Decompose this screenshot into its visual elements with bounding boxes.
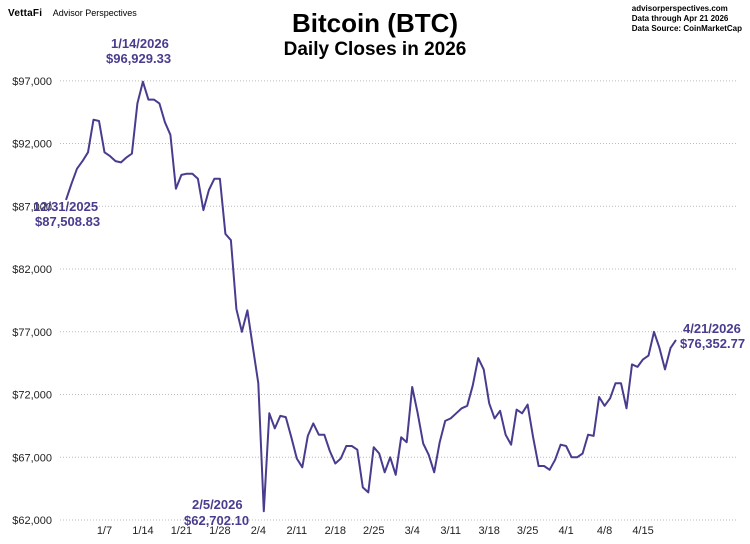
brand-subtitle: Advisor Perspectives xyxy=(52,8,137,18)
source-block: advisorperspectives.com Data through Apr… xyxy=(632,4,742,34)
start-date-label: 12/31/2025 xyxy=(33,199,98,214)
y-tick-label: $72,000 xyxy=(12,390,52,402)
x-tick-label: 3/4 xyxy=(405,525,420,537)
x-tick-label: 2/18 xyxy=(325,525,346,537)
y-tick-label: $97,000 xyxy=(12,76,52,88)
high-date-label: 1/14/2026 xyxy=(111,36,169,51)
high-value-label: $96,929.33 xyxy=(106,51,171,66)
low-value-label: $62,702.10 xyxy=(184,513,249,528)
y-tick-label: $62,000 xyxy=(12,515,52,527)
y-tick-label: $92,000 xyxy=(12,139,52,151)
y-axis: $62,000 $67,000 $72,000 $77,000 $82,000 $87,0… xyxy=(12,76,52,527)
chart-title: Bitcoin (BTC) xyxy=(291,8,459,38)
low-date-label: 2/5/2026 xyxy=(192,497,243,512)
x-tick-label: 4/1 xyxy=(558,525,573,537)
y-tick-label: $67,000 xyxy=(12,452,52,464)
y-tick-label: $82,000 xyxy=(12,264,52,276)
x-tick-label: 1/21 xyxy=(171,525,192,537)
btc-price-line xyxy=(65,80,677,513)
grid-lines xyxy=(60,80,738,521)
end-date-label: 4/21/2026 xyxy=(683,321,741,336)
source-data: Data Source: CoinMarketCap xyxy=(631,24,742,33)
x-tick-label: 3/11 xyxy=(440,525,461,537)
x-tick-label: 2/25 xyxy=(363,525,384,537)
x-tick-label: 1/7 xyxy=(97,525,112,537)
x-tick-label: 1/14 xyxy=(132,525,153,537)
brand-logo: VettaFi xyxy=(8,8,43,19)
x-tick-label: 3/18 xyxy=(478,525,499,537)
x-tick-label: 2/4 xyxy=(251,525,266,537)
x-tick-label: 4/8 xyxy=(597,525,612,537)
x-tick-label: 3/25 xyxy=(517,525,538,537)
x-tick-label: 1/28 xyxy=(209,525,230,537)
start-value-label: $87,508.83 xyxy=(35,214,100,229)
source-site: advisorperspectives.com xyxy=(631,4,728,13)
x-tick-label: 2/11 xyxy=(287,525,308,537)
y-tick-label: $77,000 xyxy=(12,327,52,339)
source-through: Data through Apr 21 2026 xyxy=(631,14,729,23)
y-tick-label: $87,000 xyxy=(12,201,52,213)
x-tick-label: 4/15 xyxy=(632,525,653,537)
end-value-label: $76,352.77 xyxy=(680,336,745,351)
brand: VettaFi Advisor Perspectives xyxy=(8,8,137,19)
chart-subtitle: Daily Closes in 2026 xyxy=(283,39,467,60)
x-axis: 1/7 1/14 1/21 1/28 2/4 2/11 2/18 2/25 3/4 3/11 3/1… xyxy=(97,525,654,537)
